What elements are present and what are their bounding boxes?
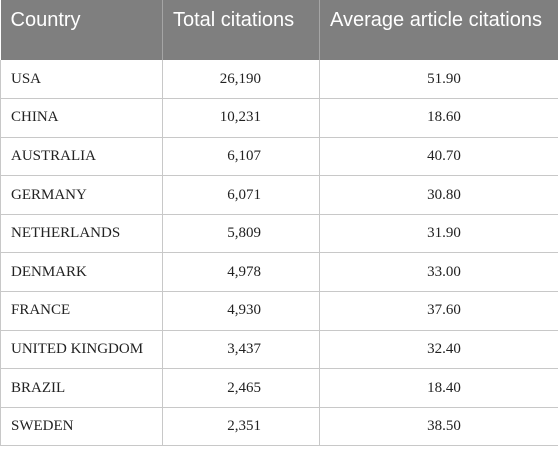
table-row: GERMANY 6,071 30.80 (0, 175, 558, 215)
cell-country: BRAZIL (0, 368, 163, 408)
table-row: SWEDEN 2,351 38.50 (0, 407, 558, 447)
cell-average-citations: 37.60 (319, 291, 558, 331)
cell-total-citations: 4,930 (162, 291, 320, 331)
table-row: FRANCE 4,930 37.60 (0, 291, 558, 331)
cell-country: NETHERLANDS (0, 214, 163, 254)
cell-total-citations: 2,465 (162, 368, 320, 408)
cell-country: GERMANY (0, 175, 163, 215)
header-average-article-citations: Average article citations (319, 0, 558, 60)
table-header: Country Total citations Average article … (0, 0, 558, 60)
cell-average-citations: 30.80 (319, 175, 558, 215)
cell-average-citations: 18.40 (319, 368, 558, 408)
cell-average-citations: 18.60 (319, 98, 558, 138)
cell-total-citations: 2,351 (162, 407, 320, 447)
cell-total-citations: 10,231 (162, 98, 320, 138)
header-total-citations: Total citations (162, 0, 320, 60)
cell-total-citations: 4,978 (162, 252, 320, 293)
table-row: NETHERLANDS 5,809 31.90 (0, 214, 558, 254)
header-country: Country (0, 0, 163, 60)
table-row: USA 26,190 51.90 (0, 60, 558, 100)
cell-average-citations: 51.90 (319, 60, 558, 100)
cell-country: FRANCE (0, 291, 163, 331)
cell-country: USA (0, 60, 163, 100)
table-row: BRAZIL 2,465 18.40 (0, 368, 558, 408)
cell-total-citations: 5,809 (162, 214, 320, 254)
cell-country: AUSTRALIA (0, 137, 163, 177)
cell-country: DENMARK (0, 252, 163, 293)
cell-average-citations: 38.50 (319, 407, 558, 447)
cell-average-citations: 31.90 (319, 214, 558, 254)
cell-total-citations: 6,107 (162, 137, 320, 177)
cell-average-citations: 40.70 (319, 137, 558, 177)
cell-country: UNITED KINGDOM (0, 330, 163, 370)
table-row: CHINA 10,231 18.60 (0, 98, 558, 138)
cell-country: CHINA (0, 98, 163, 138)
cell-average-citations: 32.40 (319, 330, 558, 370)
table-row: AUSTRALIA 6,107 40.70 (0, 137, 558, 177)
citations-table: Country Total citations Average article … (0, 0, 558, 447)
cell-total-citations: 26,190 (162, 60, 320, 100)
cell-total-citations: 3,437 (162, 330, 320, 370)
cell-country: SWEDEN (0, 407, 163, 447)
header-row: Country Total citations Average article … (0, 0, 558, 60)
table-body: USA 26,190 51.90 CHINA 10,231 18.60 AUST… (0, 60, 558, 447)
cell-total-citations: 6,071 (162, 175, 320, 215)
table-row: DENMARK 4,978 33.00 (0, 252, 558, 293)
cell-average-citations: 33.00 (319, 252, 558, 293)
table-row: UNITED KINGDOM 3,437 32.40 (0, 330, 558, 370)
